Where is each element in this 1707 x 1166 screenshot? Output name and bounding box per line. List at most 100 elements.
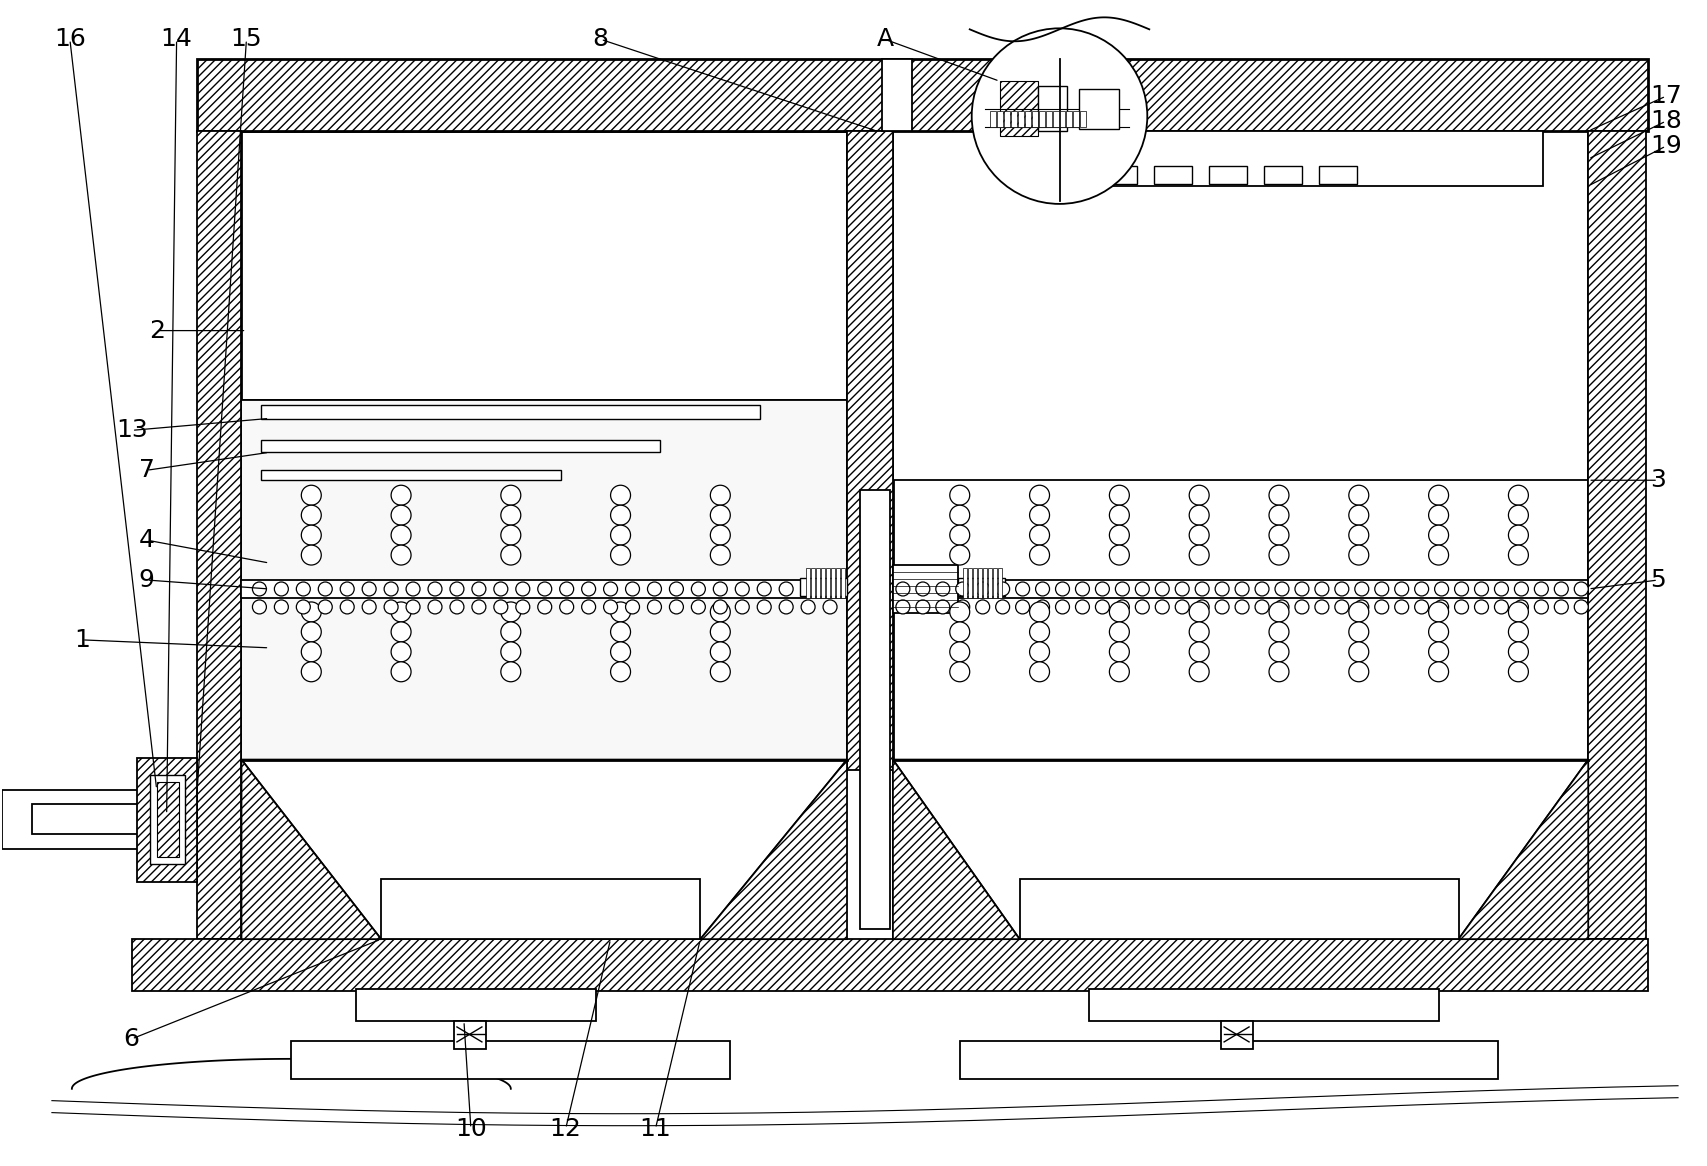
Circle shape [297,582,311,596]
Circle shape [1110,485,1130,505]
Circle shape [1135,582,1149,596]
Bar [261,470,560,480]
Circle shape [1268,602,1289,621]
Text: 18: 18 [1651,110,1681,133]
Bar [860,490,889,929]
Circle shape [1110,505,1130,525]
Circle shape [669,600,683,614]
Circle shape [500,662,521,682]
Circle shape [917,582,930,596]
Circle shape [1029,485,1050,505]
Bar [958,578,1005,596]
Bar [893,566,958,613]
Circle shape [318,582,333,596]
Bar [963,568,966,598]
Text: 11: 11 [640,1117,671,1140]
Bar [1065,131,1543,185]
Circle shape [500,485,521,505]
Circle shape [1429,621,1449,641]
Circle shape [949,545,970,566]
Bar [1053,111,1058,127]
Bar [1074,111,1079,127]
Circle shape [391,485,411,505]
Text: 1: 1 [73,627,90,652]
Bar [261,406,760,420]
Circle shape [1029,525,1050,545]
Circle shape [896,582,910,596]
Circle shape [1055,600,1070,614]
Circle shape [302,621,321,641]
Bar [801,578,847,596]
Bar [1024,111,1031,127]
Text: 12: 12 [550,1117,582,1140]
Circle shape [647,600,661,614]
Circle shape [1509,525,1528,545]
Text: 7: 7 [138,458,155,483]
Circle shape [691,582,705,596]
Polygon shape [700,759,847,939]
Text: 3: 3 [1651,469,1666,492]
Bar [1038,86,1067,131]
Circle shape [391,602,411,621]
Circle shape [1514,600,1528,614]
Circle shape [1036,582,1050,596]
Circle shape [691,600,705,614]
Bar [1320,166,1357,184]
Circle shape [1475,582,1489,596]
Circle shape [391,545,411,566]
Bar [1017,111,1024,127]
Circle shape [1349,525,1369,545]
Bar [1588,131,1646,939]
Circle shape [976,600,990,614]
Bar [968,568,971,598]
Bar [988,568,992,598]
Circle shape [1268,662,1289,682]
Bar [1011,111,1017,127]
Text: 17: 17 [1651,84,1681,108]
Circle shape [1434,600,1449,614]
Circle shape [1275,600,1289,614]
Text: 14: 14 [160,27,193,51]
Circle shape [391,621,411,641]
Circle shape [995,582,1009,596]
Bar [150,774,184,864]
Circle shape [471,582,486,596]
Circle shape [1509,485,1528,505]
Circle shape [935,582,949,596]
Circle shape [582,600,596,614]
Circle shape [1156,600,1169,614]
Bar [816,568,819,598]
Circle shape [1190,545,1209,566]
Bar [196,59,1647,131]
Circle shape [1429,662,1449,682]
Circle shape [1335,600,1349,614]
Bar [1263,166,1302,184]
Circle shape [384,582,398,596]
Circle shape [1268,525,1289,545]
Circle shape [1110,525,1130,545]
Circle shape [1494,582,1509,596]
Circle shape [406,582,420,596]
Circle shape [710,545,731,566]
Circle shape [1268,621,1289,641]
Circle shape [1255,600,1268,614]
Bar [241,580,847,598]
Circle shape [302,662,321,682]
Text: 2: 2 [149,318,164,343]
Circle shape [428,582,442,596]
Circle shape [1429,505,1449,525]
Polygon shape [1458,759,1588,939]
Bar [806,568,811,598]
Circle shape [1349,641,1369,662]
Text: 16: 16 [55,27,85,51]
Bar [32,805,196,835]
Circle shape [949,525,970,545]
Circle shape [1156,582,1169,596]
Circle shape [493,600,507,614]
Bar [1019,879,1458,939]
Circle shape [1434,582,1449,596]
Circle shape [391,662,411,682]
Circle shape [1535,582,1548,596]
Circle shape [1555,582,1569,596]
Circle shape [391,505,411,525]
